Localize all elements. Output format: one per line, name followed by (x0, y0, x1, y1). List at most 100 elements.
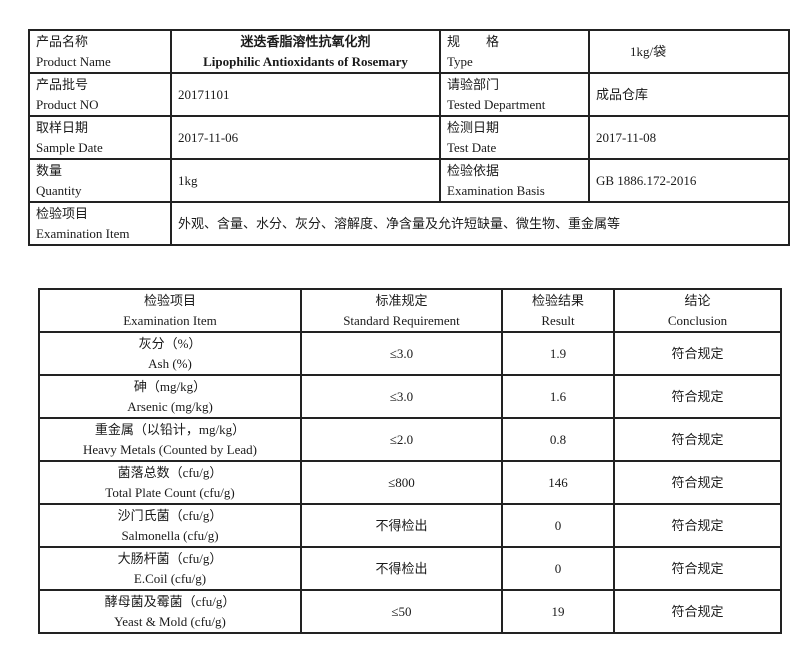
label-cn: 产品批号 (36, 76, 89, 92)
examination-basis-value: GB 1886.172-2016 (588, 158, 790, 203)
item-cn: 酵母菌及霉菌（cfu/g） (104, 593, 236, 609)
label-cn: 数量 (36, 162, 63, 178)
item-cell: 酵母菌及霉菌（cfu/g） Yeast & Mold (cfu/g) (38, 589, 302, 634)
result-cell: 1.6 (501, 374, 615, 419)
item-cn: 重金属（以铅计，mg/kg） (94, 421, 246, 437)
test-date-label: 检测日期 Test Date (439, 115, 590, 160)
product-info-table: 产品名称 Product Name 迷迭香脂溶性抗氧化剂 Lipophilic An… (28, 29, 790, 246)
header-en: Result (541, 312, 575, 328)
label-en: Examination Item (36, 225, 130, 241)
value-en: Lipophilic Antioxidants of Rosemary (203, 53, 408, 69)
label-en: Examination Basis (447, 182, 545, 198)
item-cell: 重金属（以铅计，mg/kg） Heavy Metals (Counted by L… (38, 417, 302, 462)
item-cn: 沙门氏菌（cfu/g） (117, 507, 223, 523)
standard-cell: ≤3.0 (300, 374, 503, 419)
standard-cell: ≤2.0 (300, 417, 503, 462)
test-date-value: 2017-11-08 (588, 115, 790, 160)
examination-item-value: 外观、含量、水分、灰分、溶解度、净含量及允许短缺量、微生物、重金属等 (170, 201, 790, 246)
label-cn: 检验项目 (36, 205, 89, 221)
table-row: 菌落总数（cfu/g） Total Plate Count (cfu/g) ≤800… (38, 460, 782, 505)
header-standard-requirement: 标准规定 Standard Requirement (300, 288, 503, 333)
result-cell: 146 (501, 460, 615, 505)
product-name-label: 产品名称 Product Name (28, 29, 172, 74)
item-en: Salmonella (cfu/g) (121, 527, 219, 543)
standard-cell: ≤800 (300, 460, 503, 505)
label-en: Sample Date (36, 139, 103, 155)
type-label: 规 格 Type (439, 29, 590, 74)
table-row: 酵母菌及霉菌（cfu/g） Yeast & Mold (cfu/g) ≤50 19 符合… (38, 589, 782, 634)
product-no-value: 20171101 (170, 72, 441, 117)
label-en: Tested Department (447, 96, 546, 112)
label-en: Test Date (447, 139, 497, 155)
table-row: 重金属（以铅计，mg/kg） Heavy Metals (Counted by L… (38, 417, 782, 462)
label-en: Product NO (36, 96, 99, 112)
header-en: Examination Item (123, 312, 217, 328)
result-cell: 1.9 (501, 331, 615, 376)
results-table: 检验项目 Examination Item 标准规定 Standard Require… (38, 288, 782, 634)
table-row: 沙门氏菌（cfu/g） Salmonella (cfu/g) 不得检出 0 符合规定 (38, 503, 782, 548)
standard-cell: 不得检出 (300, 546, 503, 591)
examination-basis-label: 检验依据 Examination Basis (439, 158, 590, 203)
conclusion-cell: 符合规定 (613, 503, 782, 548)
item-cn: 灰分（%） (138, 335, 202, 351)
info-row: 产品批号 Product NO 20171101 请验部门 Tested Depar… (28, 72, 790, 117)
item-en: Total Plate Count (cfu/g) (105, 484, 235, 500)
standard-cell: 不得检出 (300, 503, 503, 548)
type-value: 1kg/袋 (588, 29, 790, 74)
item-en: Arsenic (mg/kg) (127, 398, 213, 414)
item-cell: 菌落总数（cfu/g） Total Plate Count (cfu/g) (38, 460, 302, 505)
label-en: Quantity (36, 182, 82, 198)
info-row: 数量 Quantity 1kg 检验依据 Examination Basis GB … (28, 158, 790, 203)
result-cell: 0 (501, 503, 615, 548)
conclusion-cell: 符合规定 (613, 374, 782, 419)
conclusion-cell: 符合规定 (613, 331, 782, 376)
header-result: 检验结果 Result (501, 288, 615, 333)
item-cell: 灰分（%） Ash (%) (38, 331, 302, 376)
item-en: Heavy Metals (Counted by Lead) (82, 441, 257, 457)
item-en: Yeast & Mold (cfu/g) (114, 613, 226, 629)
tested-department-value: 成品仓库 (588, 72, 790, 117)
info-row: 检验项目 Examination Item 外观、含量、水分、灰分、溶解度、净含量… (28, 201, 790, 246)
conclusion-cell: 符合规定 (613, 589, 782, 634)
standard-cell: ≤3.0 (300, 331, 503, 376)
label-en: Product Name (36, 53, 111, 69)
value-cn: 迷迭香脂溶性抗氧化剂 (240, 33, 371, 49)
item-cell: 沙门氏菌（cfu/g） Salmonella (cfu/g) (38, 503, 302, 548)
header-conclusion: 结论 Conclusion (613, 288, 782, 333)
table-row: 灰分（%） Ash (%) ≤3.0 1.9 符合规定 (38, 331, 782, 376)
header-cn: 检验项目 (143, 292, 196, 308)
info-row: 产品名称 Product Name 迷迭香脂溶性抗氧化剂 Lipophilic An… (28, 29, 790, 74)
info-row: 取样日期 Sample Date 2017-11-06 检测日期 Test Date… (28, 115, 790, 160)
header-en: Standard Requirement (343, 312, 460, 328)
item-cn: 大肠杆菌（cfu/g） (117, 550, 223, 566)
result-cell: 0.8 (501, 417, 615, 462)
results-body: 灰分（%） Ash (%) ≤3.0 1.9 符合规定 砷（mg/kg） Arsenic (… (38, 331, 782, 634)
header-cn: 结论 (684, 292, 711, 308)
label-cn: 产品名称 (36, 33, 89, 49)
sample-date-label: 取样日期 Sample Date (28, 115, 172, 160)
header-examination-item: 检验项目 Examination Item (38, 288, 302, 333)
item-cell: 砷（mg/kg） Arsenic (mg/kg) (38, 374, 302, 419)
conclusion-cell: 符合规定 (613, 460, 782, 505)
sample-date-value: 2017-11-06 (170, 115, 441, 160)
item-cn: 砷（mg/kg） (133, 378, 207, 394)
label-en: Type (447, 53, 473, 69)
item-en: Ash (%) (148, 355, 192, 371)
label-cn: 检验依据 (447, 162, 500, 178)
label-cn: 请验部门 (447, 76, 500, 92)
quantity-value: 1kg (170, 158, 441, 203)
results-header-row: 检验项目 Examination Item 标准规定 Standard Require… (38, 288, 782, 333)
item-cn: 菌落总数（cfu/g） (117, 464, 223, 480)
conclusion-cell: 符合规定 (613, 417, 782, 462)
item-cell: 大肠杆菌（cfu/g） E.Coil (cfu/g) (38, 546, 302, 591)
product-name-value: 迷迭香脂溶性抗氧化剂 Lipophilic Antioxidants of Ros… (170, 29, 441, 74)
header-en: Conclusion (667, 312, 728, 328)
label-cn: 检测日期 (447, 119, 500, 135)
examination-item-label: 检验项目 Examination Item (28, 201, 172, 246)
product-no-label: 产品批号 Product NO (28, 72, 172, 117)
table-row: 砷（mg/kg） Arsenic (mg/kg) ≤3.0 1.6 符合规定 (38, 374, 782, 419)
label-cn: 取样日期 (36, 119, 89, 135)
header-cn: 标准规定 (375, 292, 428, 308)
conclusion-cell: 符合规定 (613, 546, 782, 591)
label-cn: 规 格 (447, 33, 500, 49)
